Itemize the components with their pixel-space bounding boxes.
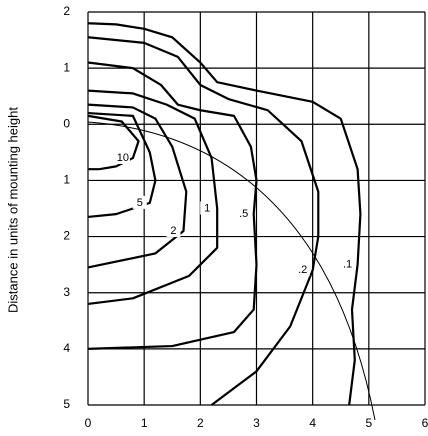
contour-label: 1 (204, 202, 210, 214)
y-tick-label: 5 (63, 397, 70, 411)
x-tick-label: 5 (365, 416, 372, 430)
y-tick-label: 1 (63, 60, 70, 74)
contour-label: .1 (343, 259, 352, 271)
contour-line (87, 111, 157, 219)
contour-label-bg (200, 201, 215, 215)
x-tick-label: 6 (422, 416, 428, 430)
y-tick-label: 4 (63, 341, 70, 355)
contour-label-bg (340, 257, 355, 271)
contour-label-bg (295, 263, 310, 277)
cutoff-line (87, 121, 376, 421)
contour-line (87, 103, 188, 269)
contour-line (87, 22, 362, 406)
y-tick-label: 0 (63, 116, 70, 130)
x-tick-label: 2 (197, 416, 204, 430)
contour-label: .5 (239, 208, 248, 220)
x-tick-label: 0 (85, 416, 92, 430)
y-tick-label: 1 (63, 173, 70, 187)
contour-label: 5 (137, 197, 143, 209)
contour-label-bg (236, 207, 251, 221)
contour-line (87, 114, 140, 171)
contour-label: 10 (117, 152, 129, 164)
contour-label-bg (166, 223, 181, 237)
contour-line (87, 61, 258, 350)
y-tick-label: 2 (63, 4, 70, 18)
y-tick-label: 2 (63, 229, 70, 243)
contour-label: .2 (298, 264, 307, 276)
contour-label-bg (115, 150, 130, 164)
x-tick-label: 3 (253, 416, 260, 430)
contour-label-bg (132, 195, 147, 209)
contour-line (87, 89, 219, 306)
y-tick-label: 3 (63, 285, 70, 299)
contour-label: 2 (170, 225, 176, 237)
y-axis-label: Distance in units of mounting height (5, 107, 20, 313)
x-tick-label: 4 (309, 416, 316, 430)
contour-line (87, 36, 320, 406)
x-tick-label: 1 (141, 416, 148, 430)
